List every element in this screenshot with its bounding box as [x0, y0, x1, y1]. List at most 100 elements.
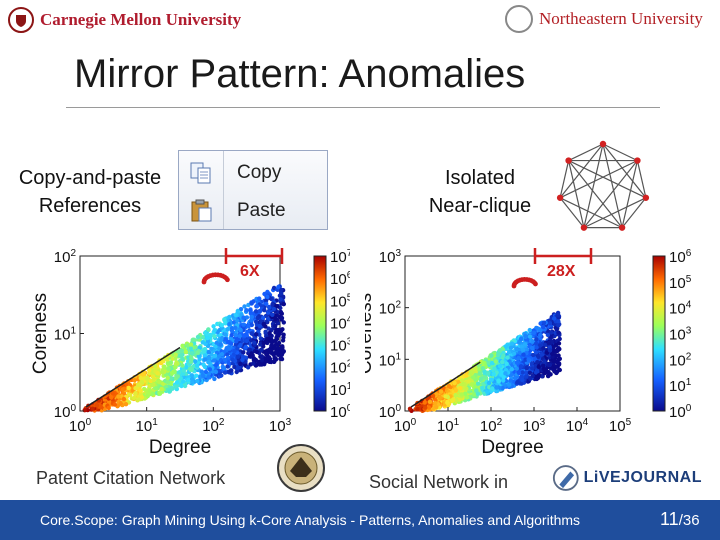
heatmap-point	[263, 359, 269, 364]
heatmap-point	[426, 405, 432, 410]
heatmap-point	[524, 374, 529, 379]
heatmap-point	[248, 308, 253, 313]
heatmap-point	[529, 361, 534, 366]
heatmap-point	[500, 359, 505, 365]
heatmap-point	[189, 355, 194, 361]
heatmap-point	[497, 348, 503, 353]
heatmap-point	[546, 362, 551, 367]
heatmap-point	[476, 381, 481, 386]
graph-edge	[602, 143, 623, 228]
heatmap-point	[530, 373, 535, 379]
heatmap-point	[269, 359, 274, 365]
heatmap-point	[496, 351, 501, 357]
heatmap-point	[202, 346, 208, 352]
heatmap-point	[121, 396, 127, 402]
heatmap-point	[557, 356, 562, 361]
heatmap-point	[480, 385, 485, 391]
heatmap-point	[227, 314, 232, 320]
anomaly-label: 28X	[547, 263, 576, 280]
heatmap-point	[131, 396, 137, 401]
heatmap-point	[267, 305, 272, 310]
heatmap-point	[276, 284, 281, 290]
heatmap-point	[526, 357, 531, 362]
heatmap-point	[278, 297, 283, 302]
heatmap-point	[173, 352, 178, 357]
colorbar-tick-label: 102	[330, 359, 350, 377]
heatmap-point	[225, 364, 230, 369]
heatmap-point	[262, 308, 267, 313]
colorbar-tick-label: 103	[330, 337, 350, 355]
heatmap-point	[479, 376, 484, 381]
heatmap-point	[497, 363, 503, 369]
livejournal-logo: LiVEJOURNAL	[552, 460, 702, 496]
page-current: 11	[660, 509, 679, 529]
heatmap-point	[251, 356, 257, 361]
heatmap-point	[556, 330, 561, 335]
heatmap-point	[166, 366, 171, 371]
heatmap-point	[233, 332, 239, 338]
heatmap-point	[161, 359, 166, 364]
heatmap-point	[407, 406, 413, 411]
colorbar-tick-label: 106	[669, 248, 692, 266]
heatmap-point	[272, 357, 278, 363]
heatmap-point	[557, 346, 562, 352]
heatmap-point	[233, 325, 238, 331]
heatmap-point	[178, 353, 184, 358]
heatmap-point	[489, 360, 495, 366]
heatmap-point	[273, 323, 278, 328]
heatmap-point	[453, 392, 458, 398]
heatmap-point	[538, 327, 543, 333]
heatmap-point	[145, 376, 150, 382]
heatmap-point	[524, 370, 529, 375]
heatmap-point	[514, 360, 520, 365]
graph-edge	[559, 197, 623, 229]
heatmap-point	[252, 340, 257, 345]
heatmap-point	[132, 378, 137, 383]
heatmap-point	[534, 376, 539, 382]
heatmap-point	[486, 371, 491, 376]
copy-menu-item[interactable]: Copy	[179, 155, 327, 191]
heatmap-point	[268, 338, 274, 343]
heatmap-point	[213, 369, 219, 374]
heatmap-point	[528, 376, 533, 381]
heatmap-point	[229, 368, 234, 373]
heatmap-point	[235, 346, 240, 351]
heatmap-point	[462, 382, 467, 387]
heatmap-point	[434, 405, 439, 410]
graph-node	[556, 194, 564, 201]
x-tick-label: 101	[136, 417, 159, 435]
heatmap-point	[242, 304, 247, 309]
colorbar-tick-label: 101	[669, 377, 692, 395]
heatmap-point	[533, 370, 539, 375]
heatmap-point	[281, 349, 286, 354]
livejournal-logo-text: LiVEJOURNAL	[583, 469, 702, 486]
heatmap-point	[227, 346, 232, 351]
paste-menu-item[interactable]: Paste	[179, 193, 327, 229]
heatmap-point	[541, 320, 547, 325]
heatmap-point	[536, 364, 541, 369]
heatmap-point	[508, 378, 513, 383]
x-tick-label: 101	[437, 417, 460, 435]
heatmap-point	[556, 362, 562, 367]
heatmap-point	[519, 381, 524, 386]
heatmap-point	[249, 301, 254, 306]
heatmap-point	[126, 385, 131, 391]
heatmap-point	[205, 335, 210, 341]
heatmap-point	[475, 391, 481, 396]
heatmap-point	[181, 379, 186, 384]
heatmap-point	[509, 341, 515, 346]
heatmap-point	[539, 352, 544, 357]
heatmap-point	[180, 356, 185, 361]
heatmap-point	[188, 367, 194, 373]
heatmap-point	[141, 372, 146, 377]
heatmap-point	[529, 345, 535, 351]
heatmap-point	[278, 329, 284, 334]
heatmap-point	[197, 345, 202, 350]
heatmap-point	[271, 352, 276, 357]
colorbar-tick-label: 105	[669, 274, 692, 292]
heatmap-point	[186, 377, 191, 382]
heatmap-point	[254, 304, 260, 309]
heatmap-point	[527, 334, 533, 339]
heatmap-point	[225, 352, 230, 357]
heatmap-point	[506, 350, 512, 355]
